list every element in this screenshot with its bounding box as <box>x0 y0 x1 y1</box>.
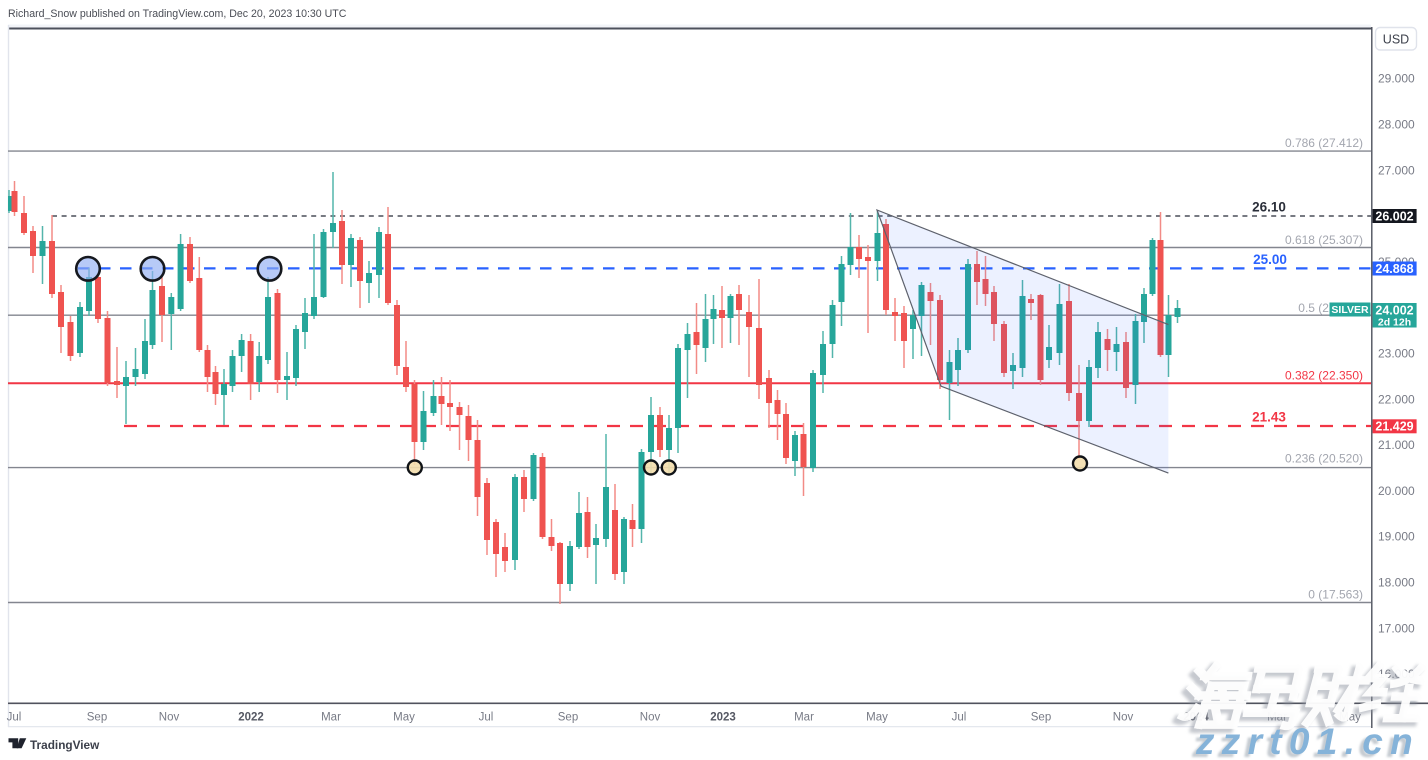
svg-text:29.000: 29.000 <box>1378 72 1415 86</box>
svg-text:USD: USD <box>1383 33 1409 47</box>
svg-text:May: May <box>866 712 888 724</box>
svg-text:Jul: Jul <box>952 712 967 724</box>
svg-text:2023: 2023 <box>710 712 736 724</box>
svg-text:Mar: Mar <box>321 712 341 724</box>
svg-text:Jul: Jul <box>7 712 22 724</box>
svg-text:0 (17.563): 0 (17.563) <box>1308 588 1363 602</box>
svg-text:Sep: Sep <box>87 712 107 724</box>
svg-text:25.00: 25.00 <box>1253 252 1287 267</box>
svg-text:SILVER: SILVER <box>1331 304 1369 316</box>
svg-text:24.868: 24.868 <box>1375 262 1413 276</box>
svg-text:2d 12h: 2d 12h <box>1378 316 1411 328</box>
svg-text:Nov: Nov <box>1113 712 1134 724</box>
svg-text:23.000: 23.000 <box>1378 347 1415 361</box>
svg-text:21.429: 21.429 <box>1375 420 1413 434</box>
svg-text:Sep: Sep <box>558 712 578 724</box>
svg-text:Mar: Mar <box>794 712 814 724</box>
svg-text:0.236 (20.520): 0.236 (20.520) <box>1285 452 1363 466</box>
svg-text:0.382 (22.350): 0.382 (22.350) <box>1285 369 1363 383</box>
svg-text:19.000: 19.000 <box>1378 530 1415 544</box>
svg-text:17.000: 17.000 <box>1378 621 1415 635</box>
svg-text:21.43: 21.43 <box>1252 410 1286 425</box>
svg-text:Nov: Nov <box>640 712 661 724</box>
svg-text:Sep: Sep <box>1031 712 1051 724</box>
svg-text:24.002: 24.002 <box>1375 303 1413 317</box>
svg-text:27.000: 27.000 <box>1378 163 1415 177</box>
svg-text:zzrt01.cn: zzrt01.cn <box>1195 721 1420 760</box>
svg-text:22.000: 22.000 <box>1378 392 1415 406</box>
svg-text:0.786 (27.412): 0.786 (27.412) <box>1285 136 1363 150</box>
svg-text:21.000: 21.000 <box>1378 438 1415 452</box>
svg-text:0.618 (25.307): 0.618 (25.307) <box>1285 233 1363 247</box>
svg-text:2022: 2022 <box>238 712 264 724</box>
svg-text:20.000: 20.000 <box>1378 484 1415 498</box>
svg-text:28.000: 28.000 <box>1378 118 1415 132</box>
svg-text:TradingView: TradingView <box>30 738 100 752</box>
svg-text:Nov: Nov <box>159 712 180 724</box>
svg-text:26.002: 26.002 <box>1375 209 1413 223</box>
svg-text:Jul: Jul <box>479 712 494 724</box>
svg-text:18.000: 18.000 <box>1378 576 1415 590</box>
svg-text:Richard_Snow published on Trad: Richard_Snow published on TradingView.co… <box>8 8 347 20</box>
svg-text:May: May <box>393 712 415 724</box>
svg-text:26.10: 26.10 <box>1252 200 1286 215</box>
